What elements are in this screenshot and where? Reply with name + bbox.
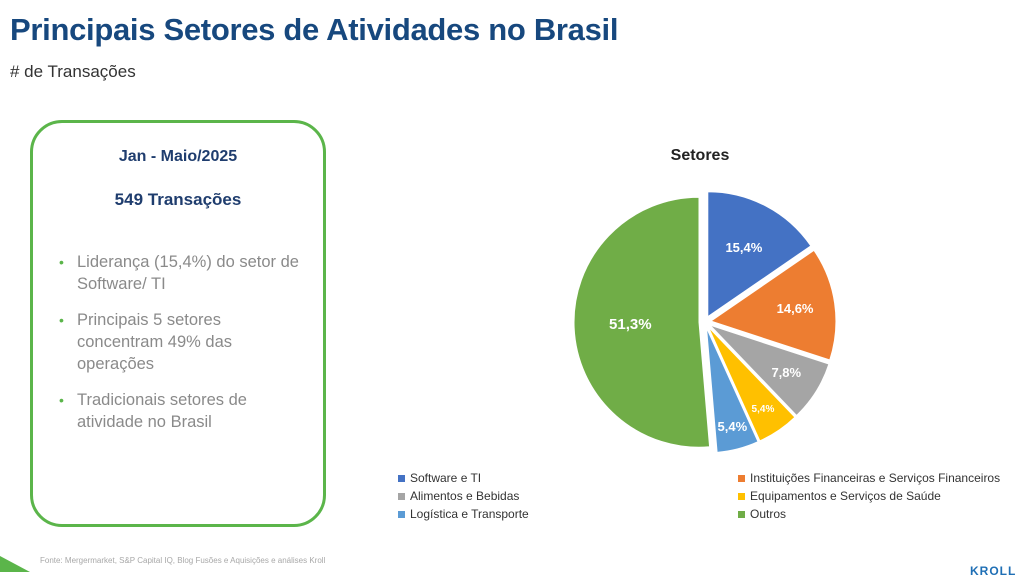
chart-title: Setores bbox=[670, 147, 730, 164]
pie-data-label: 15,4% bbox=[725, 240, 762, 255]
legend-swatch bbox=[738, 492, 745, 500]
bullet-text: Liderança (15,4%) do setor de Software/ … bbox=[77, 253, 299, 293]
pie-data-label: 14,6% bbox=[777, 301, 814, 316]
legend-swatch bbox=[738, 510, 745, 518]
bullet-item: • Tradicionais setores de atividade no Br… bbox=[59, 389, 309, 433]
legend-item: Logística e Transporte bbox=[398, 507, 529, 521]
pie-chart: 15,4% 14,6% 7,8% 5,4% 5,4% 51,3% bbox=[573, 191, 837, 453]
legend-swatch bbox=[738, 474, 745, 482]
bullet-dot-icon: • bbox=[59, 312, 64, 328]
bullet-list: • Liderança (15,4%) do setor de Software/… bbox=[59, 251, 309, 447]
pie-slice bbox=[709, 249, 837, 361]
legend-label: Equipamentos e Serviços de Saúde bbox=[750, 489, 941, 503]
legend-item: Software e TI bbox=[398, 471, 481, 485]
legend-label: Outros bbox=[750, 507, 787, 521]
legend-swatch bbox=[398, 492, 405, 500]
pie-slice bbox=[706, 327, 759, 453]
bullet-text: Principais 5 setores concentram 49% das … bbox=[77, 311, 233, 373]
legend-label: Software e TI bbox=[410, 471, 482, 485]
pie-data-label: 5,4% bbox=[752, 404, 775, 415]
legend-item: Instituições Financeiras e Serviços Fina… bbox=[738, 471, 1000, 485]
bullet-dot-icon: • bbox=[59, 392, 64, 408]
brand-logo: KROLL bbox=[970, 564, 1017, 578]
bullet-item: • Principais 5 setores concentram 49% das… bbox=[59, 309, 309, 375]
summary-card: Jan - Maio/2025 549 Transações • Lideranç… bbox=[30, 120, 326, 527]
legend-swatch bbox=[398, 474, 405, 482]
bullet-item: • Liderança (15,4%) do setor de Software/… bbox=[59, 251, 309, 295]
legend-label: Alimentos e Bebidas bbox=[410, 489, 520, 503]
bullet-text: Tradicionais setores de atividade no Bra… bbox=[77, 391, 247, 431]
pie-slice bbox=[707, 191, 812, 318]
pie-slice bbox=[709, 324, 830, 417]
chart-legend: Software e TI Instituições Financeiras e … bbox=[398, 471, 1018, 531]
legend-swatch bbox=[398, 510, 405, 518]
pie-data-label: 51,3% bbox=[609, 316, 652, 333]
pie-slice bbox=[573, 196, 711, 448]
card-transaction-count: 549 Transações bbox=[114, 190, 242, 209]
corner-accent bbox=[0, 556, 30, 572]
legend-label: Logística e Transporte bbox=[410, 507, 529, 521]
card-period: Jan - Maio/2025 bbox=[118, 148, 238, 165]
legend-item: Outros bbox=[738, 507, 786, 521]
legend-item: Alimentos e Bebidas bbox=[398, 489, 519, 503]
legend-label: Instituições Financeiras e Serviços Fina… bbox=[750, 471, 1001, 485]
page-title: Principais Setores de Atividades no Bras… bbox=[10, 12, 619, 47]
bullet-dot-icon: • bbox=[59, 254, 64, 270]
legend-item: Equipamentos e Serviços de Saúde bbox=[738, 489, 941, 503]
source-footnote: Fonte: Mergermarket, S&P Capital IQ, Blo… bbox=[40, 556, 326, 565]
pie-data-label: 5,4% bbox=[718, 419, 748, 434]
page-subtitle: # de Transações bbox=[10, 62, 136, 81]
pie-slice bbox=[707, 326, 796, 442]
pie-data-label: 7,8% bbox=[771, 365, 801, 380]
